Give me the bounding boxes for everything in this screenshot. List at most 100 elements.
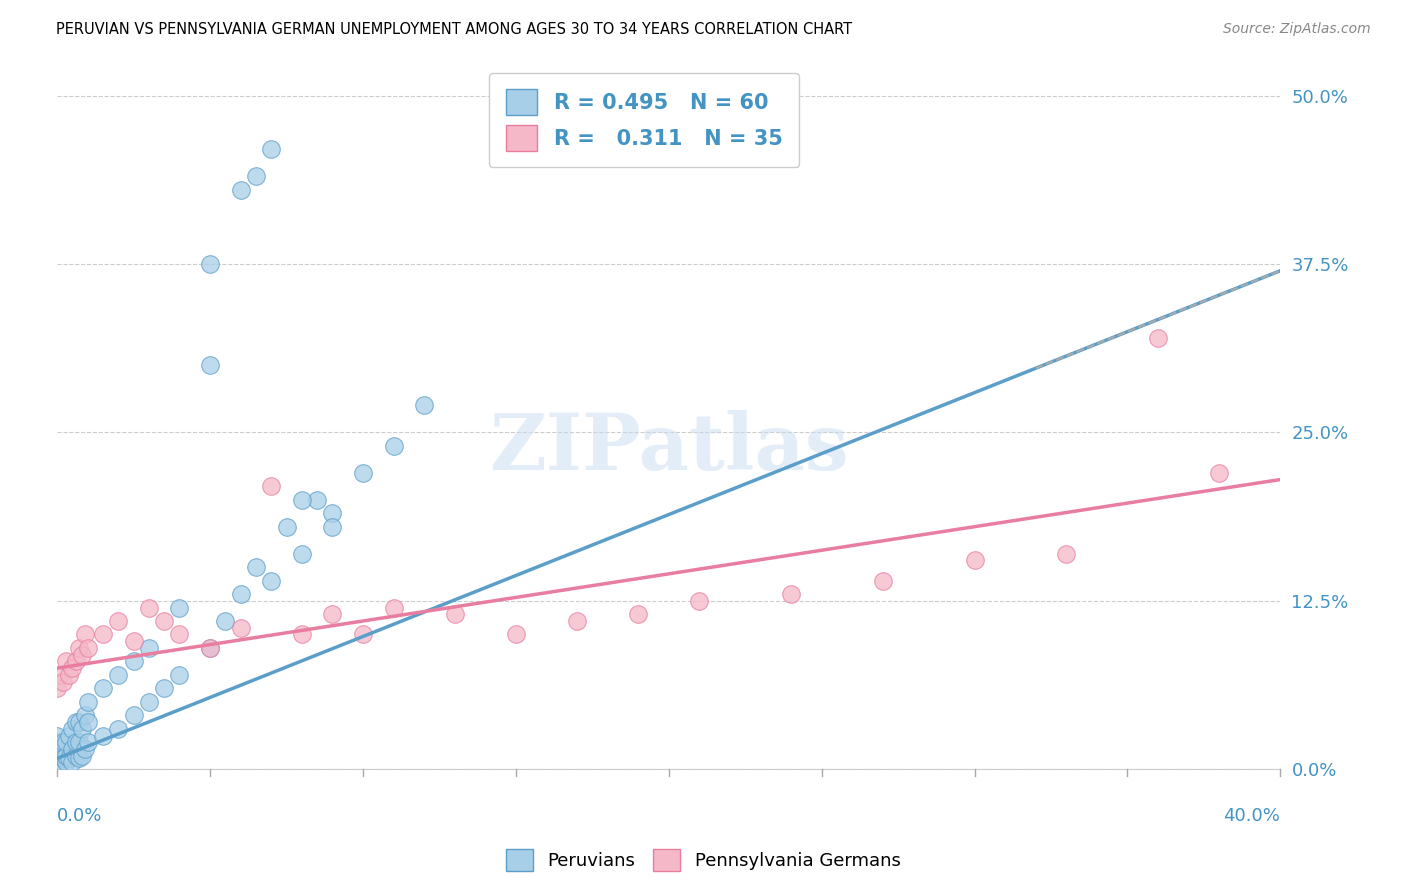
Point [872,574,894,588]
Text: ZIPatlas: ZIPatlas [489,409,849,486]
Text: 40.0%: 40.0% [1223,807,1281,825]
Point [70,722,93,736]
Point [73,742,96,756]
Point [122,634,145,648]
Point [49,742,72,756]
Point [55,735,77,749]
Point [67,640,90,655]
Point [55,748,77,763]
Point [260,143,283,157]
Point [73,708,96,723]
Point [321,607,343,622]
Point [52,674,75,689]
Point [229,621,252,635]
Point [76,640,98,655]
Point [46,742,69,756]
Point [169,600,191,615]
Point [58,751,80,765]
Point [46,681,69,696]
Point [229,587,252,601]
Point [413,399,436,413]
Point [65,714,87,729]
Point [67,714,90,729]
Point [291,547,314,561]
Point [55,756,77,770]
Point [76,714,98,729]
Point [169,627,191,641]
Point [67,751,90,765]
Point [122,708,145,723]
Point [382,439,405,453]
Point [62,722,84,736]
Point [276,519,298,533]
Point [443,607,465,622]
Point [107,614,129,628]
Point [122,654,145,668]
Point [138,695,160,709]
Point [627,607,650,622]
Point [352,627,374,641]
Legend: Peruvians, Pennsylvania Germans: Peruvians, Pennsylvania Germans [498,842,908,879]
Point [291,492,314,507]
Point [963,553,986,567]
Point [70,748,93,763]
Point [307,492,329,507]
Point [67,735,90,749]
Point [260,574,283,588]
Point [62,756,84,770]
Point [1054,547,1077,561]
Point [153,614,176,628]
Point [76,695,98,709]
Point [291,627,314,641]
Point [229,183,252,197]
Legend: R = 0.495   N = 60, R =   0.311   N = 35: R = 0.495 N = 60, R = 0.311 N = 35 [489,72,800,168]
Point [505,627,527,641]
Point [46,735,69,749]
Point [62,661,84,675]
Point [153,681,176,696]
Point [321,519,343,533]
Point [245,169,267,184]
Point [198,640,221,655]
Point [1208,466,1230,480]
Point [260,479,283,493]
Point [107,668,129,682]
Text: PERUVIAN VS PENNSYLVANIA GERMAN UNEMPLOYMENT AMONG AGES 30 TO 34 YEARS CORRELATI: PERUVIAN VS PENNSYLVANIA GERMAN UNEMPLOY… [56,22,852,37]
Point [214,614,236,628]
Point [198,358,221,372]
Point [1147,331,1170,345]
Point [52,735,75,749]
Point [49,756,72,770]
Point [65,654,87,668]
Point [46,748,69,763]
Point [58,729,80,743]
Point [65,748,87,763]
Point [73,627,96,641]
Point [65,735,87,749]
Point [107,722,129,736]
Point [138,600,160,615]
Point [91,729,114,743]
Point [688,594,710,608]
Point [55,654,77,668]
Point [382,600,405,615]
Point [49,668,72,682]
Point [198,257,221,271]
Point [91,627,114,641]
Point [321,506,343,520]
Point [46,756,69,770]
Point [52,751,75,765]
Text: 0.0%: 0.0% [58,807,103,825]
Point [565,614,588,628]
Point [76,735,98,749]
Point [245,560,267,574]
Point [352,466,374,480]
Point [138,640,160,655]
Point [198,640,221,655]
Point [70,648,93,662]
Point [780,587,803,601]
Point [91,681,114,696]
Point [58,668,80,682]
Text: Source: ZipAtlas.com: Source: ZipAtlas.com [1223,22,1371,37]
Point [169,668,191,682]
